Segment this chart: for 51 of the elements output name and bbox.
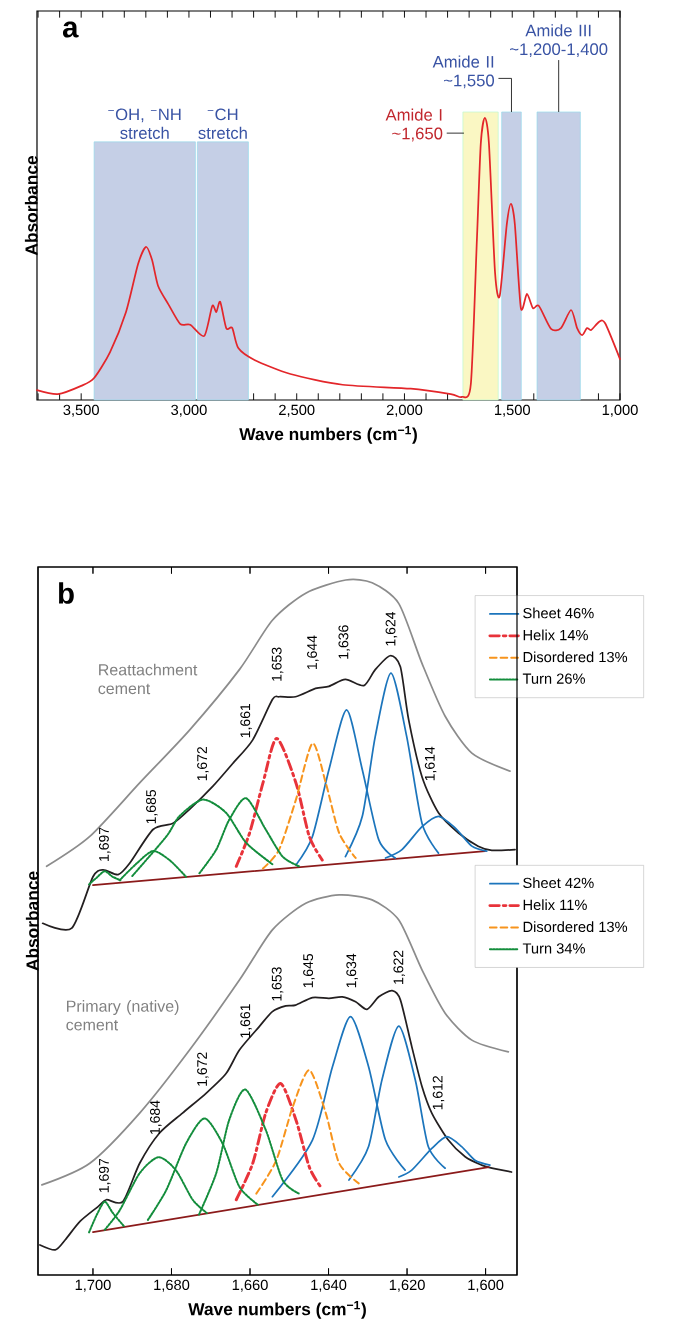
annotation: 1,672 xyxy=(197,747,209,781)
annotation: 1,661 xyxy=(240,703,252,738)
band-label: $^{−}$OH, $^{−}$NH stretch xyxy=(108,108,181,139)
x-tick-label: 1,000 xyxy=(602,404,638,417)
annotation: 1,645 xyxy=(303,953,315,988)
x-tick-label: 3,500 xyxy=(63,404,99,417)
annotation: 1,622 xyxy=(393,950,405,984)
legend-label: Sheet 46% xyxy=(523,607,594,619)
annotation: 1,614 xyxy=(424,746,437,781)
legend-label: Helix 14% xyxy=(523,629,588,641)
legend-label: Disordered 13% xyxy=(523,651,628,663)
annotation: 1,697 xyxy=(98,827,111,861)
annotation: 1,661 xyxy=(240,1004,252,1038)
y-axis-title: Absorbance xyxy=(24,155,38,256)
y-axis-title: Absorbance xyxy=(25,871,39,971)
band-label: $^{−}$CH stretch xyxy=(198,108,247,139)
annotation: Primary (native) cement xyxy=(66,1000,179,1031)
annotation: 1,634 xyxy=(346,953,358,988)
annotation: 1,624 xyxy=(385,611,398,646)
annotation: 1,636 xyxy=(338,625,351,659)
annotation: 1,612 xyxy=(432,1076,445,1110)
x-tick-label: 1,500 xyxy=(494,404,530,417)
annotation: 1,653 xyxy=(271,647,284,681)
annotation: 1,672 xyxy=(197,1052,209,1086)
legend-label: Sheet 42% xyxy=(523,877,594,889)
annotation: 1,684 xyxy=(150,1100,162,1134)
x-tick-label: 2,500 xyxy=(279,404,315,417)
legend-label: Turn 26% xyxy=(522,673,585,684)
x-tick-label: 1,600 xyxy=(468,1279,504,1292)
legend-label: Turn 34% xyxy=(522,943,585,954)
x-axis-title: Wave numbers (cm$^{−1}$) xyxy=(188,1300,366,1319)
x-tick-label: 1,700 xyxy=(75,1279,111,1292)
band-label: Amide II ~1,550 xyxy=(432,55,495,89)
x-tick-label: 1,640 xyxy=(311,1279,347,1292)
x-axis-title: Wave numbers (cm$^{−1}$) xyxy=(239,425,417,444)
band-label: Amide III ~1,200-1,400 xyxy=(510,24,608,58)
x-tick-label: 3,000 xyxy=(171,404,207,417)
x-tick-label: 1,680 xyxy=(154,1279,190,1292)
x-tick-label: 1,620 xyxy=(389,1279,425,1292)
annotation: b xyxy=(59,582,74,604)
annotation: 1,697 xyxy=(98,1158,111,1193)
x-tick-label: 2,000 xyxy=(386,404,423,417)
text: a xyxy=(62,21,79,38)
annotation: 1,653 xyxy=(271,967,284,1001)
annotation: 1,644 xyxy=(307,635,319,670)
annotation: Reattachment cement xyxy=(98,663,198,695)
legend-label: Disordered 13% xyxy=(523,921,628,933)
band-label: Amide I ~1,650 xyxy=(385,108,443,142)
annotation: 1,685 xyxy=(146,789,158,824)
x-tick-label: 1,660 xyxy=(232,1279,268,1292)
legend-label: Helix 11% xyxy=(523,899,587,911)
